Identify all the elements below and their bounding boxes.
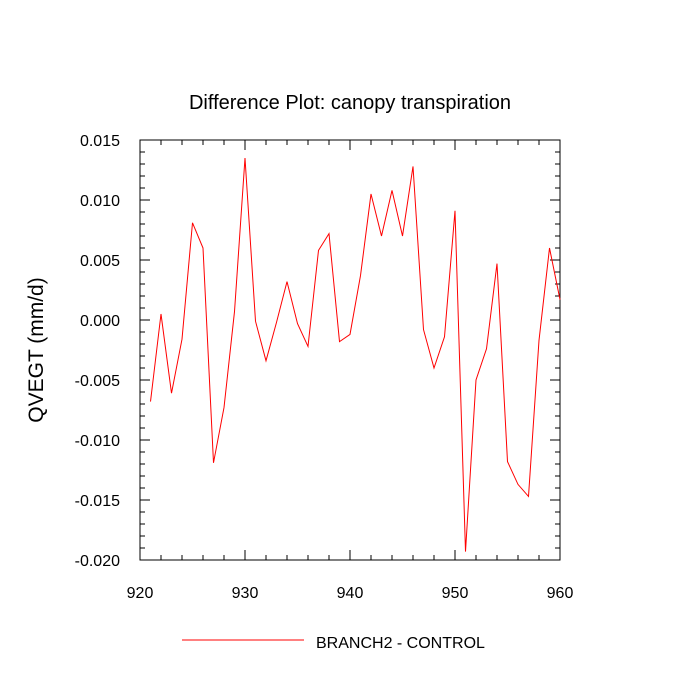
y-tick-labels: -0.020 -0.015 -0.010 -0.005 0.000 0.005 0.010 0… [75,133,120,570]
x-tick-label: 930 [232,585,259,602]
series-line [150,157,561,552]
legend: BRANCH2 - CONTROL [182,635,485,652]
x-tick-label: 960 [547,585,574,602]
y-tick-label: -0.020 [75,553,120,570]
x-tick-label: 950 [442,585,469,602]
x-tick-labels: 920 930 940 950 960 [127,585,574,602]
minor-ticks [140,140,560,560]
y-tick-label: 0.005 [80,253,120,270]
x-tick-label: 920 [127,585,154,602]
y-tick-label: 0.015 [80,133,120,150]
y-tick-label: 0.010 [80,193,120,210]
legend-label: BRANCH2 - CONTROL [316,635,485,652]
y-tick-label: -0.010 [75,433,120,450]
major-ticks [139,139,561,561]
x-tick-label: 940 [337,585,364,602]
chart-title: Difference Plot: canopy transpiration [189,92,511,114]
series-layer [150,157,561,552]
y-tick-label: -0.005 [75,373,120,390]
y-axis-label: QVEGT (mm/d) [25,277,48,422]
y-tick-label: 0.000 [80,313,120,330]
y-tick-label: -0.015 [75,493,120,510]
plot-frame [139,139,561,561]
